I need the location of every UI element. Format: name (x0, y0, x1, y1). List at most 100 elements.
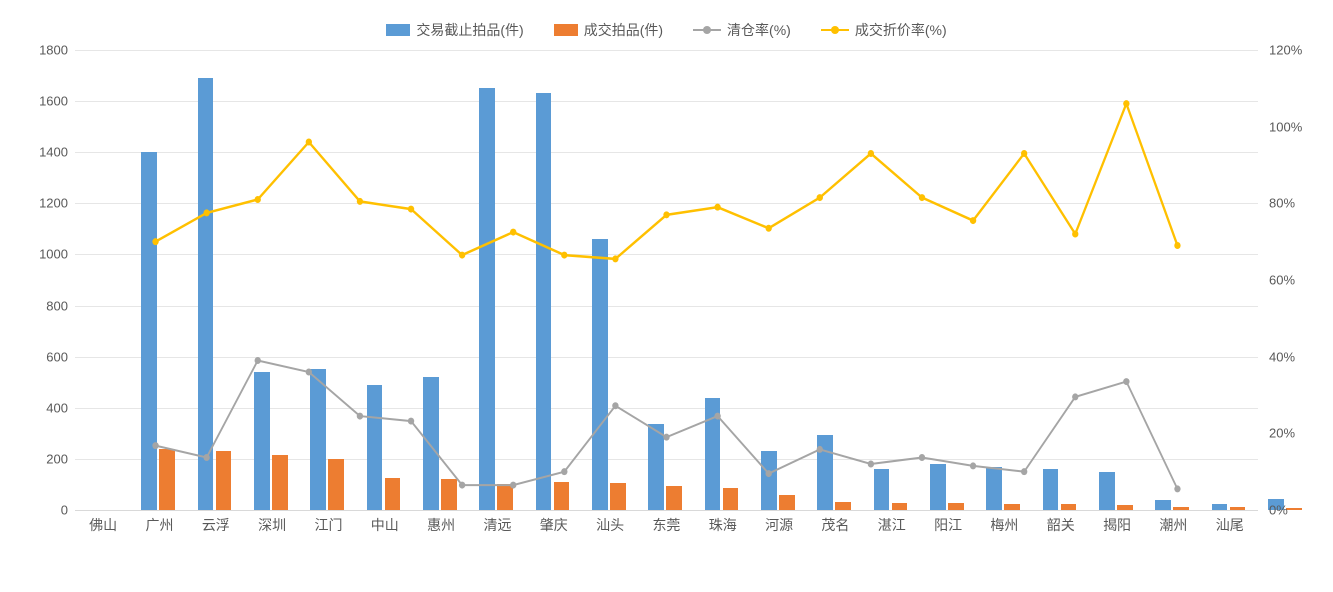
x-label: 深圳 (244, 515, 300, 539)
x-label: 湛江 (864, 515, 920, 539)
y-left-tick: 600 (20, 349, 72, 364)
line-series (156, 104, 1178, 259)
legend-item: 成交拍品(件) (554, 20, 663, 40)
y-left-tick: 1800 (20, 43, 72, 58)
y-right-tick: 40% (1265, 349, 1317, 364)
line-marker (1174, 242, 1180, 249)
x-label: 佛山 (75, 515, 131, 539)
lines-svg (130, 50, 1203, 510)
x-label: 阳江 (920, 515, 976, 539)
line-marker (1174, 485, 1180, 492)
x-label: 珠海 (695, 515, 751, 539)
line-marker (1021, 150, 1027, 157)
legend-label: 清仓率(%) (727, 20, 791, 40)
legend-label: 成交折价率(%) (855, 20, 947, 40)
line-marker (663, 434, 669, 441)
y-left-tick: 1400 (20, 145, 72, 160)
line-marker (1123, 100, 1129, 107)
line-marker (612, 402, 618, 409)
grid-area (75, 50, 1258, 511)
line-marker (970, 462, 976, 469)
line-marker (152, 442, 158, 449)
line-marker (1072, 393, 1078, 400)
bar-series2 (1230, 507, 1246, 510)
x-label: 肇庆 (526, 515, 582, 539)
line-marker (255, 357, 261, 364)
line-marker (714, 413, 720, 420)
x-label: 梅州 (976, 515, 1032, 539)
legend-item: 成交折价率(%) (821, 20, 947, 40)
lines-layer (130, 50, 1203, 510)
x-label: 云浮 (188, 515, 244, 539)
y-left-tick: 400 (20, 400, 72, 415)
line-marker (306, 139, 312, 146)
y-right-tick: 80% (1265, 196, 1317, 211)
y-left-tick: 1200 (20, 196, 72, 211)
x-label: 茂名 (807, 515, 863, 539)
y-right-tick: 60% (1265, 273, 1317, 288)
y-right-tick: 20% (1265, 426, 1317, 441)
y-axis-left: 020040060080010001200140016001800 (20, 50, 68, 510)
x-label: 河源 (751, 515, 807, 539)
y-axis-right: 0%20%40%60%80%100%120% (1265, 50, 1313, 510)
x-label: 汕头 (582, 515, 638, 539)
x-label: 广州 (131, 515, 187, 539)
y-right-tick: 100% (1265, 119, 1317, 134)
line-marker (510, 229, 516, 236)
y-left-tick: 1000 (20, 247, 72, 262)
x-label: 潮州 (1145, 515, 1201, 539)
x-label: 江门 (300, 515, 356, 539)
legend-label: 交易截止拍品(件) (416, 20, 523, 40)
legend: 交易截止拍品(件) 成交拍品(件) 清仓率(%) 成交折价率(%) (20, 20, 1313, 40)
line-marker (357, 198, 363, 205)
line-marker (561, 468, 567, 475)
y-left-tick: 1600 (20, 94, 72, 109)
line-marker (357, 413, 363, 420)
line-marker (663, 211, 669, 218)
line-marker (868, 150, 874, 157)
y-right-tick: 120% (1265, 43, 1317, 58)
line-marker (408, 418, 414, 425)
legend-swatch (386, 24, 410, 36)
line-marker (306, 369, 312, 376)
line-marker (766, 225, 772, 232)
line-marker (919, 454, 925, 461)
line-marker (152, 238, 158, 245)
y-left-tick: 200 (20, 451, 72, 466)
bar-series1 (1212, 504, 1228, 510)
line-marker (459, 482, 465, 489)
line-marker (203, 454, 209, 461)
y-left-tick: 0 (20, 503, 72, 518)
x-label: 清远 (469, 515, 525, 539)
line-marker (203, 209, 209, 216)
legend-swatch (821, 24, 849, 36)
line-marker (1123, 378, 1129, 385)
legend-swatch (693, 24, 721, 36)
x-label: 中山 (357, 515, 413, 539)
line-marker (459, 252, 465, 259)
x-label: 惠州 (413, 515, 469, 539)
line-marker (766, 470, 772, 477)
legend-item: 交易截止拍品(件) (386, 20, 523, 40)
x-label: 汕尾 (1202, 515, 1258, 539)
x-label: 东莞 (638, 515, 694, 539)
line-marker (408, 206, 414, 213)
line-marker (714, 204, 720, 211)
line-marker (561, 252, 567, 259)
line-marker (510, 482, 516, 489)
line-marker (1072, 231, 1078, 238)
line-marker (255, 196, 261, 203)
plot-area: 020040060080010001200140016001800 0%20%4… (20, 50, 1313, 540)
line-marker (868, 461, 874, 468)
legend-label: 成交拍品(件) (584, 20, 663, 40)
line-marker (817, 194, 823, 201)
legend-item: 清仓率(%) (693, 20, 791, 40)
chart-container: 交易截止拍品(件)成交拍品(件)清仓率(%)成交折价率(%) 020040060… (20, 20, 1313, 572)
x-label: 揭阳 (1089, 515, 1145, 539)
x-label: 韶关 (1033, 515, 1089, 539)
legend-swatch (554, 24, 578, 36)
y-left-tick: 800 (20, 298, 72, 313)
line-marker (919, 194, 925, 201)
x-axis-labels: 佛山广州云浮深圳江门中山惠州清远肇庆汕头东莞珠海河源茂名湛江阳江梅州韶关揭阳潮州… (75, 515, 1258, 539)
line-marker (817, 446, 823, 453)
